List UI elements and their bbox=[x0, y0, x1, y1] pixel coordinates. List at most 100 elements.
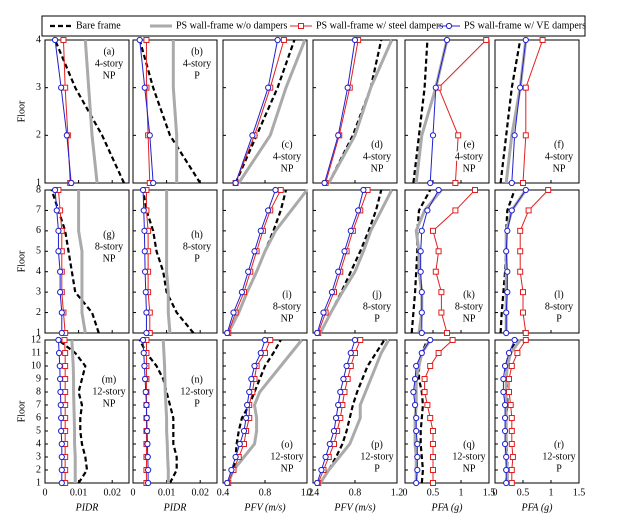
marker-circle bbox=[58, 414, 65, 422]
legend-label: PS wall-frame w/ steel dampers bbox=[316, 20, 443, 31]
x-tick-label: 0.4 bbox=[217, 487, 230, 498]
y-axis-label: Floor bbox=[16, 400, 27, 422]
marker-circle bbox=[411, 401, 419, 409]
marker-circle bbox=[321, 179, 328, 187]
marker-circle bbox=[238, 289, 245, 296]
marker-circle bbox=[251, 248, 258, 255]
panel-annotation: NP bbox=[463, 463, 476, 474]
marker-circle bbox=[322, 453, 329, 461]
marker-circle bbox=[58, 466, 65, 474]
marker-circle bbox=[140, 207, 147, 214]
y-axis-label: Floor bbox=[16, 250, 27, 272]
marker-square bbox=[62, 376, 69, 382]
marker-circle bbox=[265, 207, 272, 214]
panel-annotation: (n) bbox=[191, 374, 203, 385]
panel-annotation: (d) bbox=[371, 139, 383, 150]
panel-annotation: 12-story bbox=[360, 451, 393, 462]
marker-square bbox=[507, 402, 514, 408]
marker-circle bbox=[56, 349, 63, 357]
marker-circle bbox=[257, 227, 264, 234]
x-tick-label: 0.8 bbox=[349, 487, 362, 498]
marker-circle bbox=[501, 362, 509, 370]
legend-label: Bare frame bbox=[76, 20, 121, 31]
marker-circle bbox=[418, 227, 425, 234]
marker-circle bbox=[141, 268, 149, 275]
marker-circle bbox=[55, 248, 62, 255]
marker-circle bbox=[144, 427, 151, 435]
marker-circle bbox=[335, 401, 342, 409]
series-line bbox=[54, 189, 63, 333]
series-line bbox=[226, 339, 303, 484]
marker-circle bbox=[142, 388, 149, 396]
y-tick-label: 7 bbox=[36, 205, 41, 216]
marker-circle bbox=[232, 453, 239, 461]
marker-square bbox=[520, 180, 526, 186]
marker-circle bbox=[508, 179, 515, 187]
marker-circle bbox=[58, 427, 65, 435]
x-tick-label: 0 bbox=[43, 487, 48, 498]
marker-circle bbox=[145, 479, 152, 487]
panel-annotation: NP bbox=[281, 463, 294, 474]
panel-annotation: (k) bbox=[463, 289, 475, 300]
marker-circle bbox=[424, 207, 431, 214]
marker-circle bbox=[427, 179, 434, 187]
marker-circle bbox=[435, 186, 442, 194]
marker-circle bbox=[418, 349, 425, 357]
marker-circle bbox=[248, 375, 255, 383]
panel-frame bbox=[44, 189, 130, 334]
panel-annotation: 8-story bbox=[273, 301, 301, 312]
series-line bbox=[235, 39, 279, 184]
marker-square bbox=[522, 337, 529, 343]
series-line bbox=[161, 339, 170, 483]
marker-circle bbox=[360, 186, 367, 194]
panel-annotation: 4-story bbox=[363, 151, 391, 162]
series-line bbox=[499, 39, 522, 184]
panel-annotation: 12-story bbox=[542, 451, 575, 462]
marker-square bbox=[438, 309, 445, 316]
marker-circle bbox=[249, 132, 256, 139]
marker-circle bbox=[503, 309, 510, 316]
series-line bbox=[235, 39, 285, 184]
panel-annotation: (g) bbox=[103, 229, 115, 240]
x-tick-label: 0.5 bbox=[427, 487, 440, 498]
y-tick-label: 6 bbox=[36, 412, 41, 423]
marker-circle bbox=[243, 414, 250, 422]
panel-annotation: NP bbox=[463, 313, 476, 324]
marker-circle bbox=[272, 186, 279, 194]
series-line bbox=[145, 190, 151, 333]
marker-circle bbox=[240, 427, 248, 435]
marker-circle bbox=[517, 84, 524, 91]
y-tick-label: 2 bbox=[36, 464, 41, 475]
marker-circle bbox=[344, 84, 351, 91]
series-line bbox=[519, 189, 549, 334]
panel-frame bbox=[494, 339, 580, 484]
marker-circle bbox=[55, 336, 62, 344]
y-tick-label: 4 bbox=[36, 438, 41, 449]
y-tick-label: 1 bbox=[36, 177, 41, 188]
series-line bbox=[424, 339, 453, 483]
marker-circle bbox=[503, 329, 510, 337]
marker-circle bbox=[505, 349, 513, 357]
marker-square bbox=[298, 23, 304, 29]
marker-circle bbox=[504, 227, 511, 234]
marker-circle bbox=[257, 349, 264, 357]
marker-circle bbox=[326, 440, 333, 448]
marker-square bbox=[430, 467, 436, 473]
series-line bbox=[319, 339, 390, 484]
panel-annotation: 4-story bbox=[95, 58, 123, 69]
panel-frame bbox=[404, 339, 490, 484]
series-line bbox=[57, 339, 63, 483]
marker-circle bbox=[143, 414, 150, 422]
marker-square bbox=[483, 37, 490, 43]
marker-square bbox=[452, 180, 459, 186]
panel-annotation: 12-story bbox=[452, 451, 485, 462]
marker-circle bbox=[443, 36, 451, 44]
marker-square bbox=[438, 289, 445, 296]
marker-circle bbox=[413, 479, 420, 487]
marker-square bbox=[432, 268, 439, 275]
series-line bbox=[317, 189, 369, 334]
marker-circle bbox=[500, 388, 507, 396]
series-line bbox=[77, 190, 87, 334]
marker-square bbox=[452, 207, 459, 214]
